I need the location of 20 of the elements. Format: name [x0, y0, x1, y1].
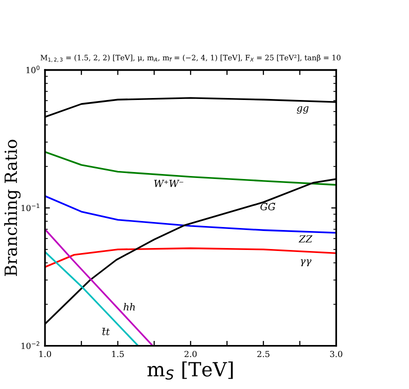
line-series — [44, 247, 336, 268]
x-tick-label: 2.5 — [257, 350, 270, 358]
line-series — [44, 151, 336, 186]
x-tick-label: 2.0 — [184, 350, 197, 358]
annotation: hh — [124, 303, 135, 310]
annotation: G̃G̃ — [260, 202, 276, 210]
annotation: γγ — [300, 259, 312, 266]
annotation: ZZ — [298, 235, 313, 242]
annotation: gg — [296, 106, 309, 114]
x-tick-label: 1.5 — [112, 350, 124, 358]
annotation: t̄t — [102, 328, 110, 336]
x-tick-label: 3.0 — [330, 350, 342, 358]
y-axis-title: Branching Ratio — [4, 140, 21, 276]
annotation: W⁺W⁻ — [154, 180, 184, 188]
y-tick-label: 10$^{−2}$ — [22, 341, 40, 350]
y-tick-label: 10$^{−1}$ — [22, 204, 40, 212]
x-axis-title: m$_{S}$ [TeV] — [147, 362, 233, 380]
x-tick-label: 1.0 — [39, 350, 52, 358]
y-tick-label: 10$^{0}$ — [26, 66, 40, 74]
line-series — [44, 195, 336, 234]
